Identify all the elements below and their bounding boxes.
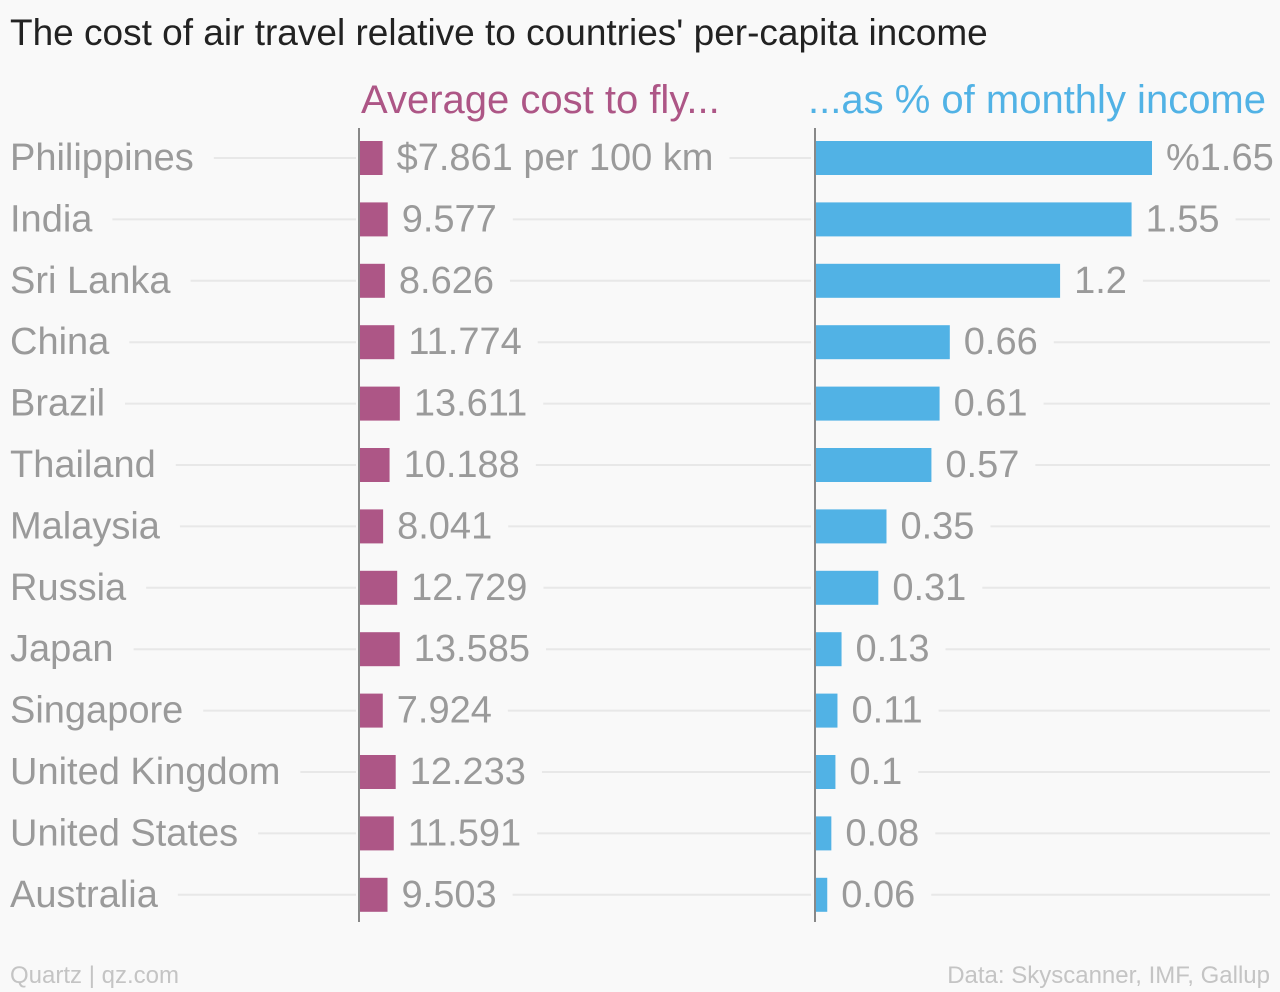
- cost-bar: [359, 141, 383, 175]
- income-bar: [815, 570, 879, 605]
- income-value-label: %1.65: [1166, 137, 1274, 179]
- income-value-label: 0.61: [954, 383, 1028, 425]
- cost-bar: [359, 325, 395, 360]
- income-value-label: 0.66: [964, 321, 1038, 363]
- cost-value-label: 12.233: [410, 751, 526, 793]
- income-bar: [815, 755, 836, 789]
- cost-value-label: 8.626: [399, 260, 494, 302]
- cost-value-label: 13.611: [414, 383, 527, 425]
- income-value-label: 1.2: [1074, 260, 1127, 302]
- panel-title-cost: Average cost to fly...: [361, 78, 720, 122]
- cost-bar: [359, 755, 396, 789]
- income-value-label: 0.35: [900, 505, 974, 547]
- cost-bar: [359, 816, 394, 851]
- footer-credit[interactable]: Quartz | qz.com: [10, 962, 179, 989]
- panel-title-income: ...as % of monthly income: [808, 78, 1266, 122]
- income-bar: [815, 693, 838, 728]
- income-value-label: 0.08: [845, 812, 919, 854]
- cost-value-label: 12.729: [411, 567, 527, 609]
- category-label: Sri Lanka: [10, 260, 171, 302]
- category-label: Philippines: [10, 137, 194, 179]
- income-value-label: 0.06: [841, 874, 915, 916]
- income-bar: [815, 877, 828, 912]
- category-label: Brazil: [10, 383, 105, 425]
- income-bar: [815, 202, 1132, 237]
- cost-bar: [359, 877, 388, 912]
- income-bar: [815, 632, 842, 667]
- category-label: Australia: [10, 874, 159, 916]
- category-label: Malaysia: [10, 505, 161, 547]
- cost-value-label: 9.577: [402, 198, 497, 240]
- category-label: Japan: [10, 628, 114, 670]
- category-label: Russia: [10, 567, 127, 609]
- cost-value-label: 9.503: [402, 874, 497, 916]
- income-value-label: 0.1: [849, 751, 902, 793]
- category-label: India: [10, 198, 93, 240]
- cost-bar: [359, 570, 398, 605]
- cost-bar: [359, 448, 390, 482]
- cost-bar: [359, 263, 385, 298]
- income-bar: [815, 325, 950, 360]
- income-bar: [815, 386, 940, 421]
- income-value-label: 0.57: [945, 444, 1019, 486]
- cost-value-label: 8.041: [397, 505, 492, 547]
- income-value-label: 0.31: [892, 567, 966, 609]
- cost-value-label: 13.585: [414, 628, 530, 670]
- cost-value-label: 10.188: [404, 444, 520, 486]
- income-value-label: 1.55: [1146, 198, 1220, 240]
- category-label: United States: [10, 812, 238, 854]
- cost-value-label: 11.774: [408, 321, 521, 363]
- footer-source: Data: Skyscanner, IMF, Gallup: [947, 962, 1270, 989]
- cost-value-label: $7.861 per 100 km: [397, 137, 714, 179]
- cost-bar: [359, 693, 383, 728]
- category-label: Singapore: [10, 690, 183, 732]
- income-value-label: 0.13: [856, 628, 930, 670]
- cost-value-label: 7.924: [397, 690, 492, 732]
- category-label: United Kingdom: [10, 751, 280, 793]
- cost-bar: [359, 202, 388, 237]
- income-bar: [815, 816, 832, 851]
- category-label: China: [10, 321, 110, 363]
- income-bar: [815, 141, 1152, 175]
- cost-value-label: 11.591: [408, 812, 521, 854]
- cost-bar: [359, 632, 400, 667]
- chart-title: The cost of air travel relative to count…: [10, 12, 988, 53]
- income-bar: [815, 448, 932, 482]
- category-label: Thailand: [10, 444, 156, 486]
- income-bar: [815, 509, 887, 544]
- income-bar: [815, 263, 1061, 298]
- cost-bar: [359, 386, 400, 421]
- income-value-label: 0.11: [851, 690, 922, 732]
- cost-bar: [359, 509, 384, 544]
